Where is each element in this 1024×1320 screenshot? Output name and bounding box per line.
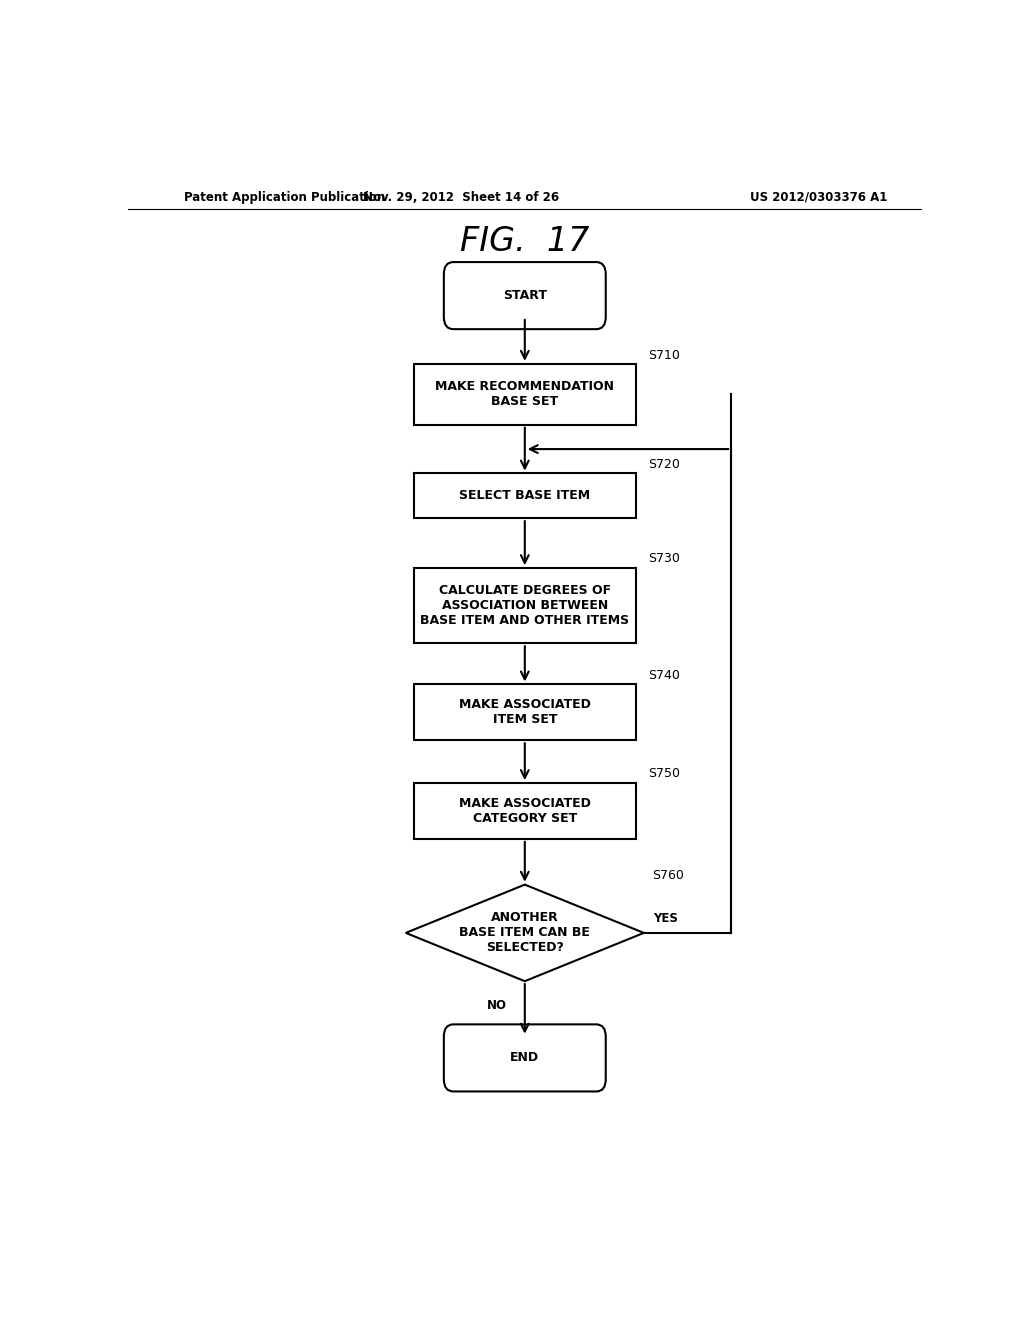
Text: S750: S750 [648, 767, 680, 780]
FancyBboxPatch shape [443, 263, 606, 329]
Text: S730: S730 [648, 552, 680, 565]
Text: START: START [503, 289, 547, 302]
Polygon shape [406, 884, 644, 981]
Text: ANOTHER
BASE ITEM CAN BE
SELECTED?: ANOTHER BASE ITEM CAN BE SELECTED? [460, 911, 590, 954]
Bar [414, 364, 636, 425]
Text: S760: S760 [652, 869, 684, 882]
Text: END: END [510, 1052, 540, 1064]
Text: MAKE ASSOCIATED
ITEM SET: MAKE ASSOCIATED ITEM SET [459, 698, 591, 726]
Text: MAKE RECOMMENDATION
BASE SET: MAKE RECOMMENDATION BASE SET [435, 380, 614, 408]
Text: Patent Application Publication: Patent Application Publication [183, 190, 385, 203]
Bar [414, 684, 636, 741]
Text: US 2012/0303376 A1: US 2012/0303376 A1 [750, 190, 887, 203]
Text: Nov. 29, 2012  Sheet 14 of 26: Nov. 29, 2012 Sheet 14 of 26 [364, 190, 559, 203]
Text: S720: S720 [648, 458, 680, 471]
Text: S740: S740 [648, 669, 680, 682]
Text: FIG.  17: FIG. 17 [460, 226, 590, 259]
FancyBboxPatch shape [443, 1024, 606, 1092]
Text: CALCULATE DEGREES OF
ASSOCIATION BETWEEN
BASE ITEM AND OTHER ITEMS: CALCULATE DEGREES OF ASSOCIATION BETWEEN… [420, 585, 630, 627]
Text: NO: NO [487, 999, 507, 1012]
Text: YES: YES [653, 912, 678, 925]
Bar [414, 474, 636, 519]
Bar [414, 783, 636, 840]
Bar [414, 568, 636, 643]
Text: SELECT BASE ITEM: SELECT BASE ITEM [459, 490, 591, 503]
Text: MAKE ASSOCIATED
CATEGORY SET: MAKE ASSOCIATED CATEGORY SET [459, 797, 591, 825]
Text: S710: S710 [648, 348, 680, 362]
